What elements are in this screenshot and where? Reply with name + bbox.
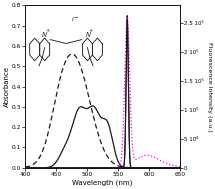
Y-axis label: Absorbance: Absorbance <box>3 66 9 107</box>
Y-axis label: Fluorescence Intensity (a.u.): Fluorescence Intensity (a.u.) <box>207 42 212 132</box>
X-axis label: Wavelength (nm): Wavelength (nm) <box>72 179 133 186</box>
